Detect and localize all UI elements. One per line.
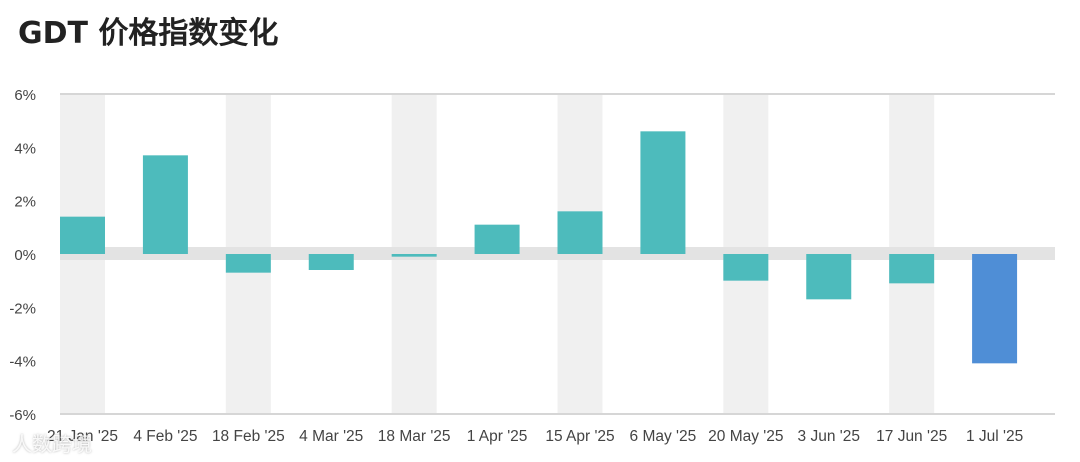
y-tick-label: -6%: [9, 407, 36, 424]
y-tick-label: -4%: [9, 354, 36, 371]
bar: [806, 254, 852, 300]
x-tick-label: 18 Mar '25: [378, 428, 451, 445]
x-tick-label: 21 Jan '25: [47, 428, 118, 445]
x-tick-label: 6 May '25: [630, 428, 697, 445]
x-tick-label: 3 Jun '25: [798, 428, 860, 445]
bar: [889, 254, 935, 284]
x-tick-label: 17 Jun '25: [876, 428, 947, 445]
bar: [225, 254, 271, 273]
bar: [972, 254, 1018, 364]
y-tick-label: -2%: [9, 300, 36, 317]
chart-title: GDT 价格指数变化: [18, 16, 279, 51]
x-tick-label: 4 Mar '25: [299, 428, 363, 445]
x-tick-label: 1 Apr '25: [467, 428, 528, 445]
bar: [640, 131, 686, 254]
bar: [308, 254, 354, 270]
y-tick-label: 6%: [14, 87, 36, 104]
x-tick-label: 18 Feb '25: [212, 428, 285, 445]
bar: [723, 254, 769, 281]
y-tick-label: 2%: [14, 194, 36, 211]
x-tick-label: 15 Apr '25: [545, 428, 614, 445]
x-tick-label: 4 Feb '25: [133, 428, 197, 445]
bar: [474, 224, 520, 254]
bar: [557, 211, 603, 254]
x-tick-label: 20 May '25: [708, 428, 783, 445]
bar: [60, 216, 105, 254]
y-tick-label: 0%: [14, 247, 36, 264]
bar: [142, 155, 188, 254]
y-tick-label: 4%: [14, 140, 36, 157]
bar: [391, 254, 437, 257]
watermark: 人数跨境: [12, 432, 92, 456]
x-tick-label: 1 Jul '25: [966, 428, 1023, 445]
